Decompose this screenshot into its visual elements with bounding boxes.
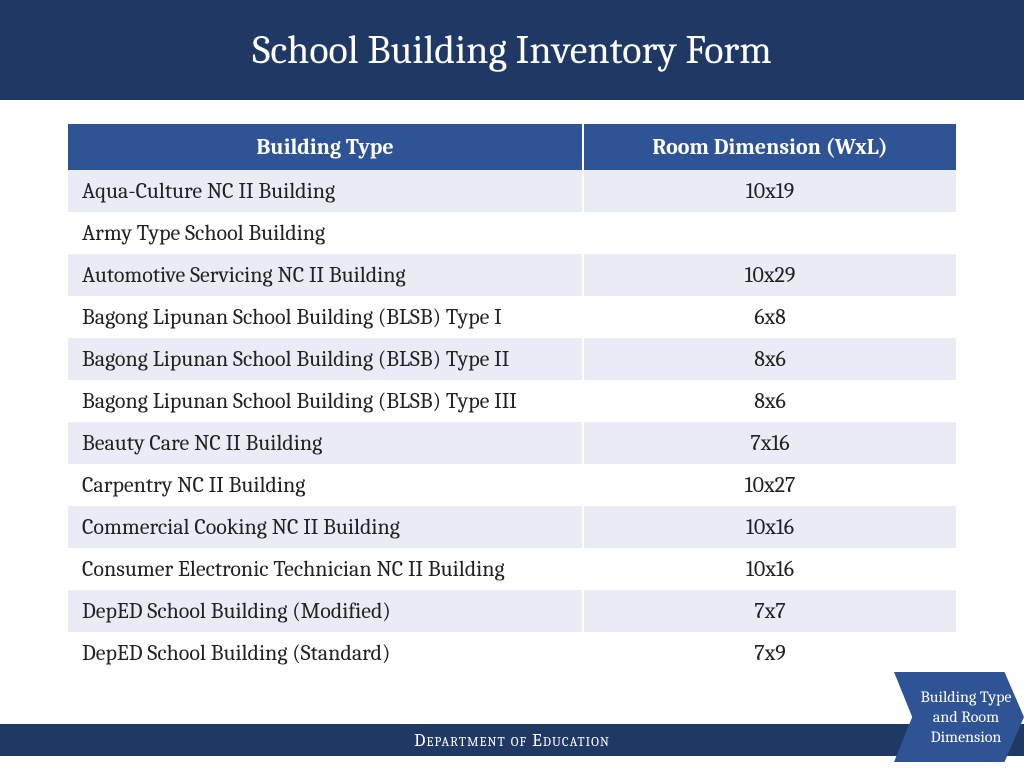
- cell-room-dimension: 7x16: [583, 422, 956, 464]
- table-row: Consumer Electronic Technician NC II Bui…: [68, 548, 956, 590]
- table-row: DepED School Building (Standard)7x9: [68, 632, 956, 674]
- cell-building-type: Bagong Lipunan School Building (BLSB) Ty…: [68, 296, 583, 338]
- cell-building-type: Consumer Electronic Technician NC II Bui…: [68, 548, 583, 590]
- cell-room-dimension: 8x6: [583, 380, 956, 422]
- nav-badge-building-type-room-dimension: Building Type and Room Dimension: [894, 672, 1024, 762]
- cell-building-type: Army Type School Building: [68, 212, 583, 254]
- table-body: Aqua-Culture NC II Building10x19Army Typ…: [68, 170, 956, 674]
- table-row: Automotive Servicing NC II Building10x29: [68, 254, 956, 296]
- cell-room-dimension: 10x16: [583, 506, 956, 548]
- cell-room-dimension: 10x19: [583, 170, 956, 212]
- cell-room-dimension: 10x27: [583, 464, 956, 506]
- table-row: Commercial Cooking NC II Building10x16: [68, 506, 956, 548]
- header-bar: School Building Inventory Form: [0, 0, 1024, 100]
- cell-room-dimension: [583, 212, 956, 254]
- page-title: School Building Inventory Form: [252, 27, 772, 73]
- table-row: Bagong Lipunan School Building (BLSB) Ty…: [68, 338, 956, 380]
- cell-building-type: Bagong Lipunan School Building (BLSB) Ty…: [68, 338, 583, 380]
- table-row: Beauty Care NC II Building7x16: [68, 422, 956, 464]
- cell-building-type: Aqua-Culture NC II Building: [68, 170, 583, 212]
- table-row: Bagong Lipunan School Building (BLSB) Ty…: [68, 296, 956, 338]
- table-row: Army Type School Building: [68, 212, 956, 254]
- cell-room-dimension: 10x29: [583, 254, 956, 296]
- table-row: Aqua-Culture NC II Building10x19: [68, 170, 956, 212]
- cell-building-type: Bagong Lipunan School Building (BLSB) Ty…: [68, 380, 583, 422]
- cell-building-type: Commercial Cooking NC II Building: [68, 506, 583, 548]
- cell-room-dimension: 7x7: [583, 590, 956, 632]
- cell-building-type: Beauty Care NC II Building: [68, 422, 583, 464]
- cell-building-type: DepED School Building (Modified): [68, 590, 583, 632]
- footer-text: Department of Education: [414, 730, 610, 751]
- cell-room-dimension: 7x9: [583, 632, 956, 674]
- col-header-building-type: Building Type: [68, 124, 583, 170]
- col-header-room-dimension: Room Dimension (WxL): [583, 124, 956, 170]
- cell-building-type: Automotive Servicing NC II Building: [68, 254, 583, 296]
- table-header-row: Building Type Room Dimension (WxL): [68, 124, 956, 170]
- nav-badge-label: Building Type and Room Dimension: [918, 687, 1014, 747]
- building-table: Building Type Room Dimension (WxL) Aqua-…: [68, 124, 956, 674]
- cell-room-dimension: 6x8: [583, 296, 956, 338]
- cell-room-dimension: 10x16: [583, 548, 956, 590]
- footer-bar: Department of Education: [0, 724, 1024, 756]
- cell-room-dimension: 8x6: [583, 338, 956, 380]
- cell-building-type: DepED School Building (Standard): [68, 632, 583, 674]
- content-area: Building Type Room Dimension (WxL) Aqua-…: [0, 100, 1024, 674]
- table-row: DepED School Building (Modified)7x7: [68, 590, 956, 632]
- cell-building-type: Carpentry NC II Building: [68, 464, 583, 506]
- table-row: Carpentry NC II Building10x27: [68, 464, 956, 506]
- table-row: Bagong Lipunan School Building (BLSB) Ty…: [68, 380, 956, 422]
